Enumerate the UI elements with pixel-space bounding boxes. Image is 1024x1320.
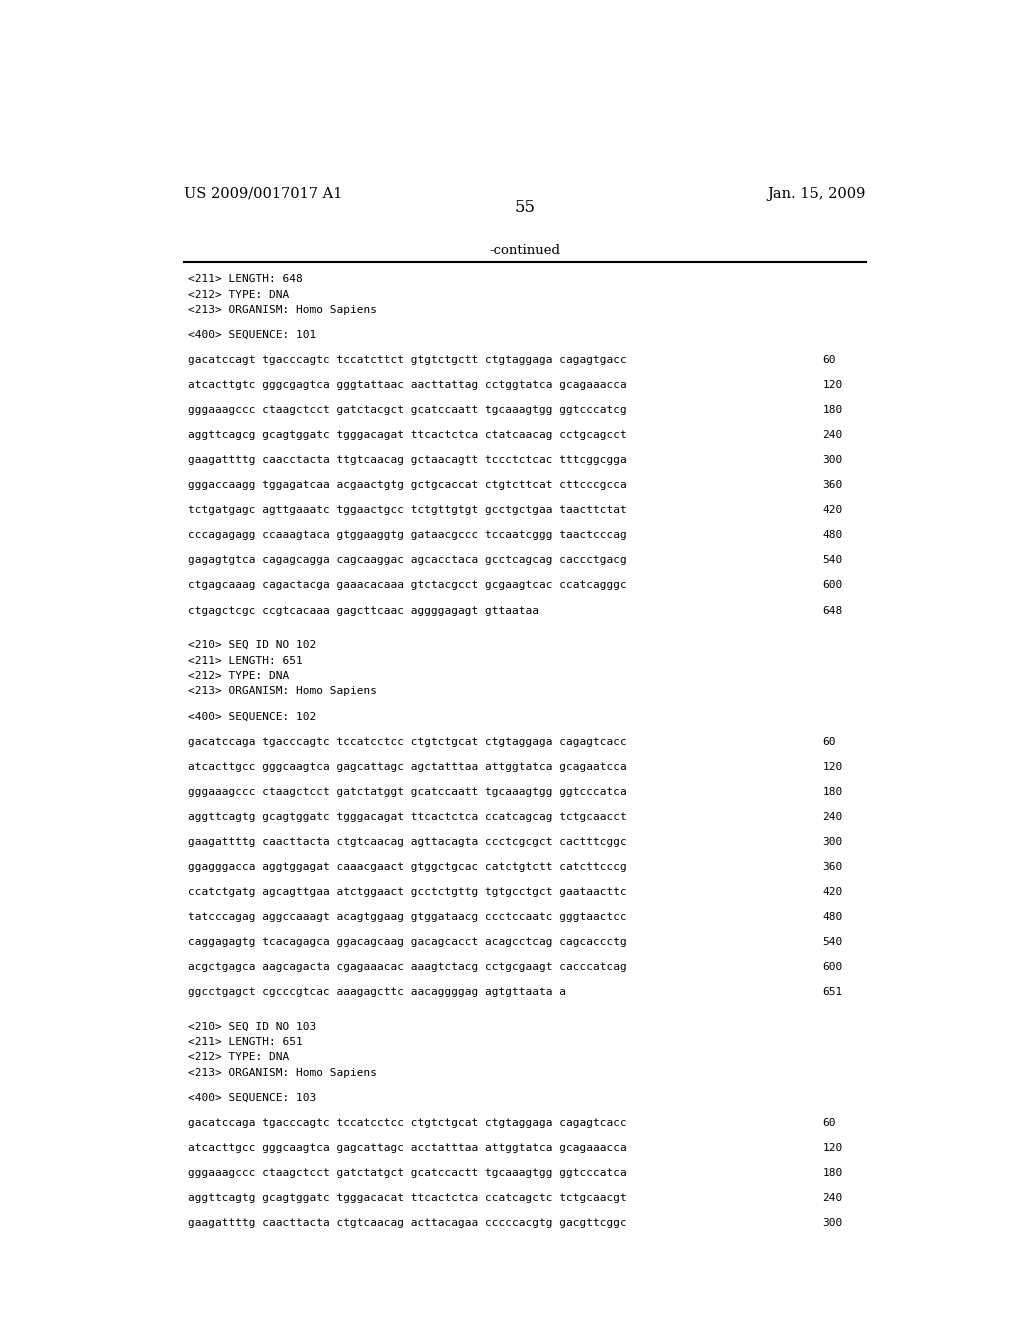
Text: 600: 600 xyxy=(822,962,843,972)
Text: 60: 60 xyxy=(822,737,836,747)
Text: 480: 480 xyxy=(822,912,843,921)
Text: 420: 420 xyxy=(822,506,843,515)
Text: atcacttgtc gggcgagtca gggtattaac aacttattag cctggtatca gcagaaacca: atcacttgtc gggcgagtca gggtattaac aacttat… xyxy=(187,380,627,391)
Text: cccagagagg ccaaagtaca gtggaaggtg gataacgccc tccaatcggg taactcccag: cccagagagg ccaaagtaca gtggaaggtg gataacg… xyxy=(187,531,627,540)
Text: gacatccaga tgacccagtc tccatcctcc ctgtctgcat ctgtaggaga cagagtcacc: gacatccaga tgacccagtc tccatcctcc ctgtctg… xyxy=(187,737,627,747)
Text: atcacttgcc gggcaagtca gagcattagc agctatttaa attggtatca gcagaatcca: atcacttgcc gggcaagtca gagcattagc agctatt… xyxy=(187,762,627,771)
Text: US 2009/0017017 A1: US 2009/0017017 A1 xyxy=(183,187,342,201)
Text: Jan. 15, 2009: Jan. 15, 2009 xyxy=(768,187,866,201)
Text: 120: 120 xyxy=(822,380,843,391)
Text: tatcccagag aggccaaagt acagtggaag gtggataacg ccctccaatc gggtaactcc: tatcccagag aggccaaagt acagtggaag gtggata… xyxy=(187,912,627,921)
Text: 300: 300 xyxy=(822,837,843,846)
Text: atcacttgcc gggcaagtca gagcattagc acctatttaa attggtatca gcagaaacca: atcacttgcc gggcaagtca gagcattagc acctatt… xyxy=(187,1143,627,1152)
Text: tctgatgagc agttgaaatc tggaactgcc tctgttgtgt gcctgctgaa taacttctat: tctgatgagc agttgaaatc tggaactgcc tctgttg… xyxy=(187,506,627,515)
Text: caggagagtg tcacagagca ggacagcaag gacagcacct acagcctcag cagcaccctg: caggagagtg tcacagagca ggacagcaag gacagca… xyxy=(187,937,627,946)
Text: ggagggacca aggtggagat caaacgaact gtggctgcac catctgtctt catcttcccg: ggagggacca aggtggagat caaacgaact gtggctg… xyxy=(187,862,627,871)
Text: 651: 651 xyxy=(822,987,843,997)
Text: 120: 120 xyxy=(822,1143,843,1152)
Text: 300: 300 xyxy=(822,455,843,466)
Text: 180: 180 xyxy=(822,1168,843,1177)
Text: 480: 480 xyxy=(822,531,843,540)
Text: 600: 600 xyxy=(822,581,843,590)
Text: <400> SEQUENCE: 103: <400> SEQUENCE: 103 xyxy=(187,1093,315,1102)
Text: gacatccagt tgacccagtc tccatcttct gtgtctgctt ctgtaggaga cagagtgacc: gacatccagt tgacccagtc tccatcttct gtgtctg… xyxy=(187,355,627,366)
Text: <212> TYPE: DNA: <212> TYPE: DNA xyxy=(187,289,289,300)
Text: 648: 648 xyxy=(822,606,843,615)
Text: gggaaagccc ctaagctcct gatctatggt gcatccaatt tgcaaagtgg ggtcccatca: gggaaagccc ctaagctcct gatctatggt gcatcca… xyxy=(187,787,627,796)
Text: <210> SEQ ID NO 102: <210> SEQ ID NO 102 xyxy=(187,640,315,651)
Text: gaagattttg caacttacta ctgtcaacag agttacagta ccctcgcgct cactttcggc: gaagattttg caacttacta ctgtcaacag agttaca… xyxy=(187,837,627,846)
Text: gagagtgtca cagagcagga cagcaaggac agcacctaca gcctcagcag caccctgacg: gagagtgtca cagagcagga cagcaaggac agcacct… xyxy=(187,556,627,565)
Text: ctgagctcgc ccgtcacaaa gagcttcaac aggggagagt gttaataa: ctgagctcgc ccgtcacaaa gagcttcaac aggggag… xyxy=(187,606,539,615)
Text: 180: 180 xyxy=(822,405,843,416)
Text: 240: 240 xyxy=(822,1193,843,1203)
Text: aggttcagtg gcagtggatc tgggacagat ttcactctca ccatcagcag tctgcaacct: aggttcagtg gcagtggatc tgggacagat ttcactc… xyxy=(187,812,627,821)
Text: 60: 60 xyxy=(822,1118,836,1127)
Text: <213> ORGANISM: Homo Sapiens: <213> ORGANISM: Homo Sapiens xyxy=(187,686,377,697)
Text: <211> LENGTH: 651: <211> LENGTH: 651 xyxy=(187,656,302,665)
Text: <210> SEQ ID NO 103: <210> SEQ ID NO 103 xyxy=(187,1022,315,1031)
Text: gacatccaga tgacccagtc tccatcctcc ctgtctgcat ctgtaggaga cagagtcacc: gacatccaga tgacccagtc tccatcctcc ctgtctg… xyxy=(187,1118,627,1127)
Text: 540: 540 xyxy=(822,937,843,946)
Text: <211> LENGTH: 648: <211> LENGTH: 648 xyxy=(187,275,302,284)
Text: <400> SEQUENCE: 101: <400> SEQUENCE: 101 xyxy=(187,330,315,341)
Text: -continued: -continued xyxy=(489,244,560,257)
Text: 540: 540 xyxy=(822,556,843,565)
Text: aggttcagtg gcagtggatc tgggacacat ttcactctca ccatcagctc tctgcaacgt: aggttcagtg gcagtggatc tgggacacat ttcactc… xyxy=(187,1193,627,1203)
Text: aggttcagcg gcagtggatc tgggacagat ttcactctca ctatcaacag cctgcagcct: aggttcagcg gcagtggatc tgggacagat ttcactc… xyxy=(187,430,627,441)
Text: <213> ORGANISM: Homo Sapiens: <213> ORGANISM: Homo Sapiens xyxy=(187,1068,377,1077)
Text: 55: 55 xyxy=(514,199,536,216)
Text: 60: 60 xyxy=(822,355,836,366)
Text: 300: 300 xyxy=(822,1218,843,1228)
Text: <400> SEQUENCE: 102: <400> SEQUENCE: 102 xyxy=(187,711,315,722)
Text: ggcctgagct cgcccgtcac aaagagcttc aacaggggag agtgttaata a: ggcctgagct cgcccgtcac aaagagcttc aacaggg… xyxy=(187,987,565,997)
Text: 420: 420 xyxy=(822,887,843,896)
Text: ccatctgatg agcagttgaa atctggaact gcctctgttg tgtgcctgct gaataacttc: ccatctgatg agcagttgaa atctggaact gcctctg… xyxy=(187,887,627,896)
Text: gggaccaagg tggagatcaa acgaactgtg gctgcaccat ctgtcttcat cttcccgcca: gggaccaagg tggagatcaa acgaactgtg gctgcac… xyxy=(187,480,627,490)
Text: 360: 360 xyxy=(822,480,843,490)
Text: gggaaagccc ctaagctcct gatctatgct gcatccactt tgcaaagtgg ggtcccatca: gggaaagccc ctaagctcct gatctatgct gcatcca… xyxy=(187,1168,627,1177)
Text: <212> TYPE: DNA: <212> TYPE: DNA xyxy=(187,671,289,681)
Text: ctgagcaaag cagactacga gaaacacaaa gtctacgcct gcgaagtcac ccatcagggc: ctgagcaaag cagactacga gaaacacaaa gtctacg… xyxy=(187,581,627,590)
Text: <212> TYPE: DNA: <212> TYPE: DNA xyxy=(187,1052,289,1063)
Text: <211> LENGTH: 651: <211> LENGTH: 651 xyxy=(187,1036,302,1047)
Text: 240: 240 xyxy=(822,812,843,821)
Text: gaagattttg caacttacta ctgtcaacag acttacagaa cccccacgtg gacgttcggc: gaagattttg caacttacta ctgtcaacag acttaca… xyxy=(187,1218,627,1228)
Text: 120: 120 xyxy=(822,762,843,771)
Text: <213> ORGANISM: Homo Sapiens: <213> ORGANISM: Homo Sapiens xyxy=(187,305,377,315)
Text: gaagattttg caacctacta ttgtcaacag gctaacagtt tccctctcac tttcggcgga: gaagattttg caacctacta ttgtcaacag gctaaca… xyxy=(187,455,627,466)
Text: acgctgagca aagcagacta cgagaaacac aaagtctacg cctgcgaagt cacccatcag: acgctgagca aagcagacta cgagaaacac aaagtct… xyxy=(187,962,627,972)
Text: 180: 180 xyxy=(822,787,843,796)
Text: 360: 360 xyxy=(822,862,843,871)
Text: 240: 240 xyxy=(822,430,843,441)
Text: gggaaagccc ctaagctcct gatctacgct gcatccaatt tgcaaagtgg ggtcccatcg: gggaaagccc ctaagctcct gatctacgct gcatcca… xyxy=(187,405,627,416)
